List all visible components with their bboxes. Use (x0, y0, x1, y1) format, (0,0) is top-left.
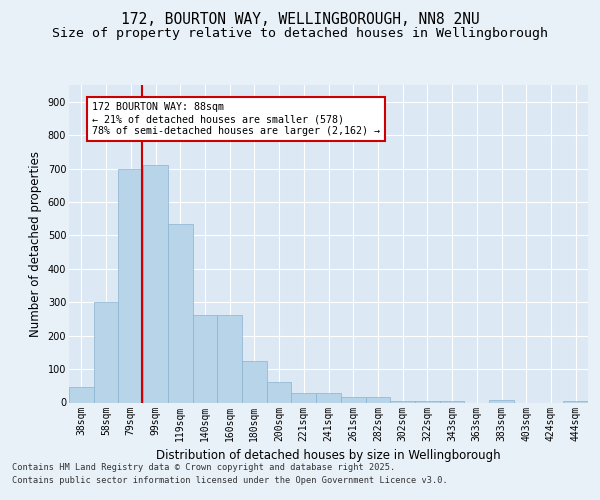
Bar (69, 388, 94, 402)
Bar (267, 382, 292, 402)
Bar (143, 165, 168, 402)
Text: Contains public sector information licensed under the Open Government Licence v3: Contains public sector information licen… (12, 476, 448, 485)
Bar (489, 400, 514, 402)
Text: Size of property relative to detached houses in Wellingborough: Size of property relative to detached ho… (52, 28, 548, 40)
Bar (118, 168, 143, 402)
Bar (168, 224, 193, 402)
Text: 172, BOURTON WAY, WELLINGBOROUGH, NN8 2NU: 172, BOURTON WAY, WELLINGBOROUGH, NN8 2N… (121, 12, 479, 28)
Bar (193, 315, 217, 402)
Bar (217, 315, 242, 402)
Text: 172 BOURTON WAY: 88sqm
← 21% of detached houses are smaller (578)
78% of semi-de: 172 BOURTON WAY: 88sqm ← 21% of detached… (92, 102, 380, 136)
Bar (292, 393, 316, 402)
Bar (94, 302, 118, 402)
X-axis label: Distribution of detached houses by size in Wellingborough: Distribution of detached houses by size … (156, 449, 501, 462)
Bar (341, 398, 365, 402)
Text: Contains HM Land Registry data © Crown copyright and database right 2025.: Contains HM Land Registry data © Crown c… (12, 464, 395, 472)
Bar (242, 360, 267, 403)
Y-axis label: Number of detached properties: Number of detached properties (29, 151, 42, 337)
Bar (316, 393, 341, 402)
Bar (365, 398, 390, 402)
